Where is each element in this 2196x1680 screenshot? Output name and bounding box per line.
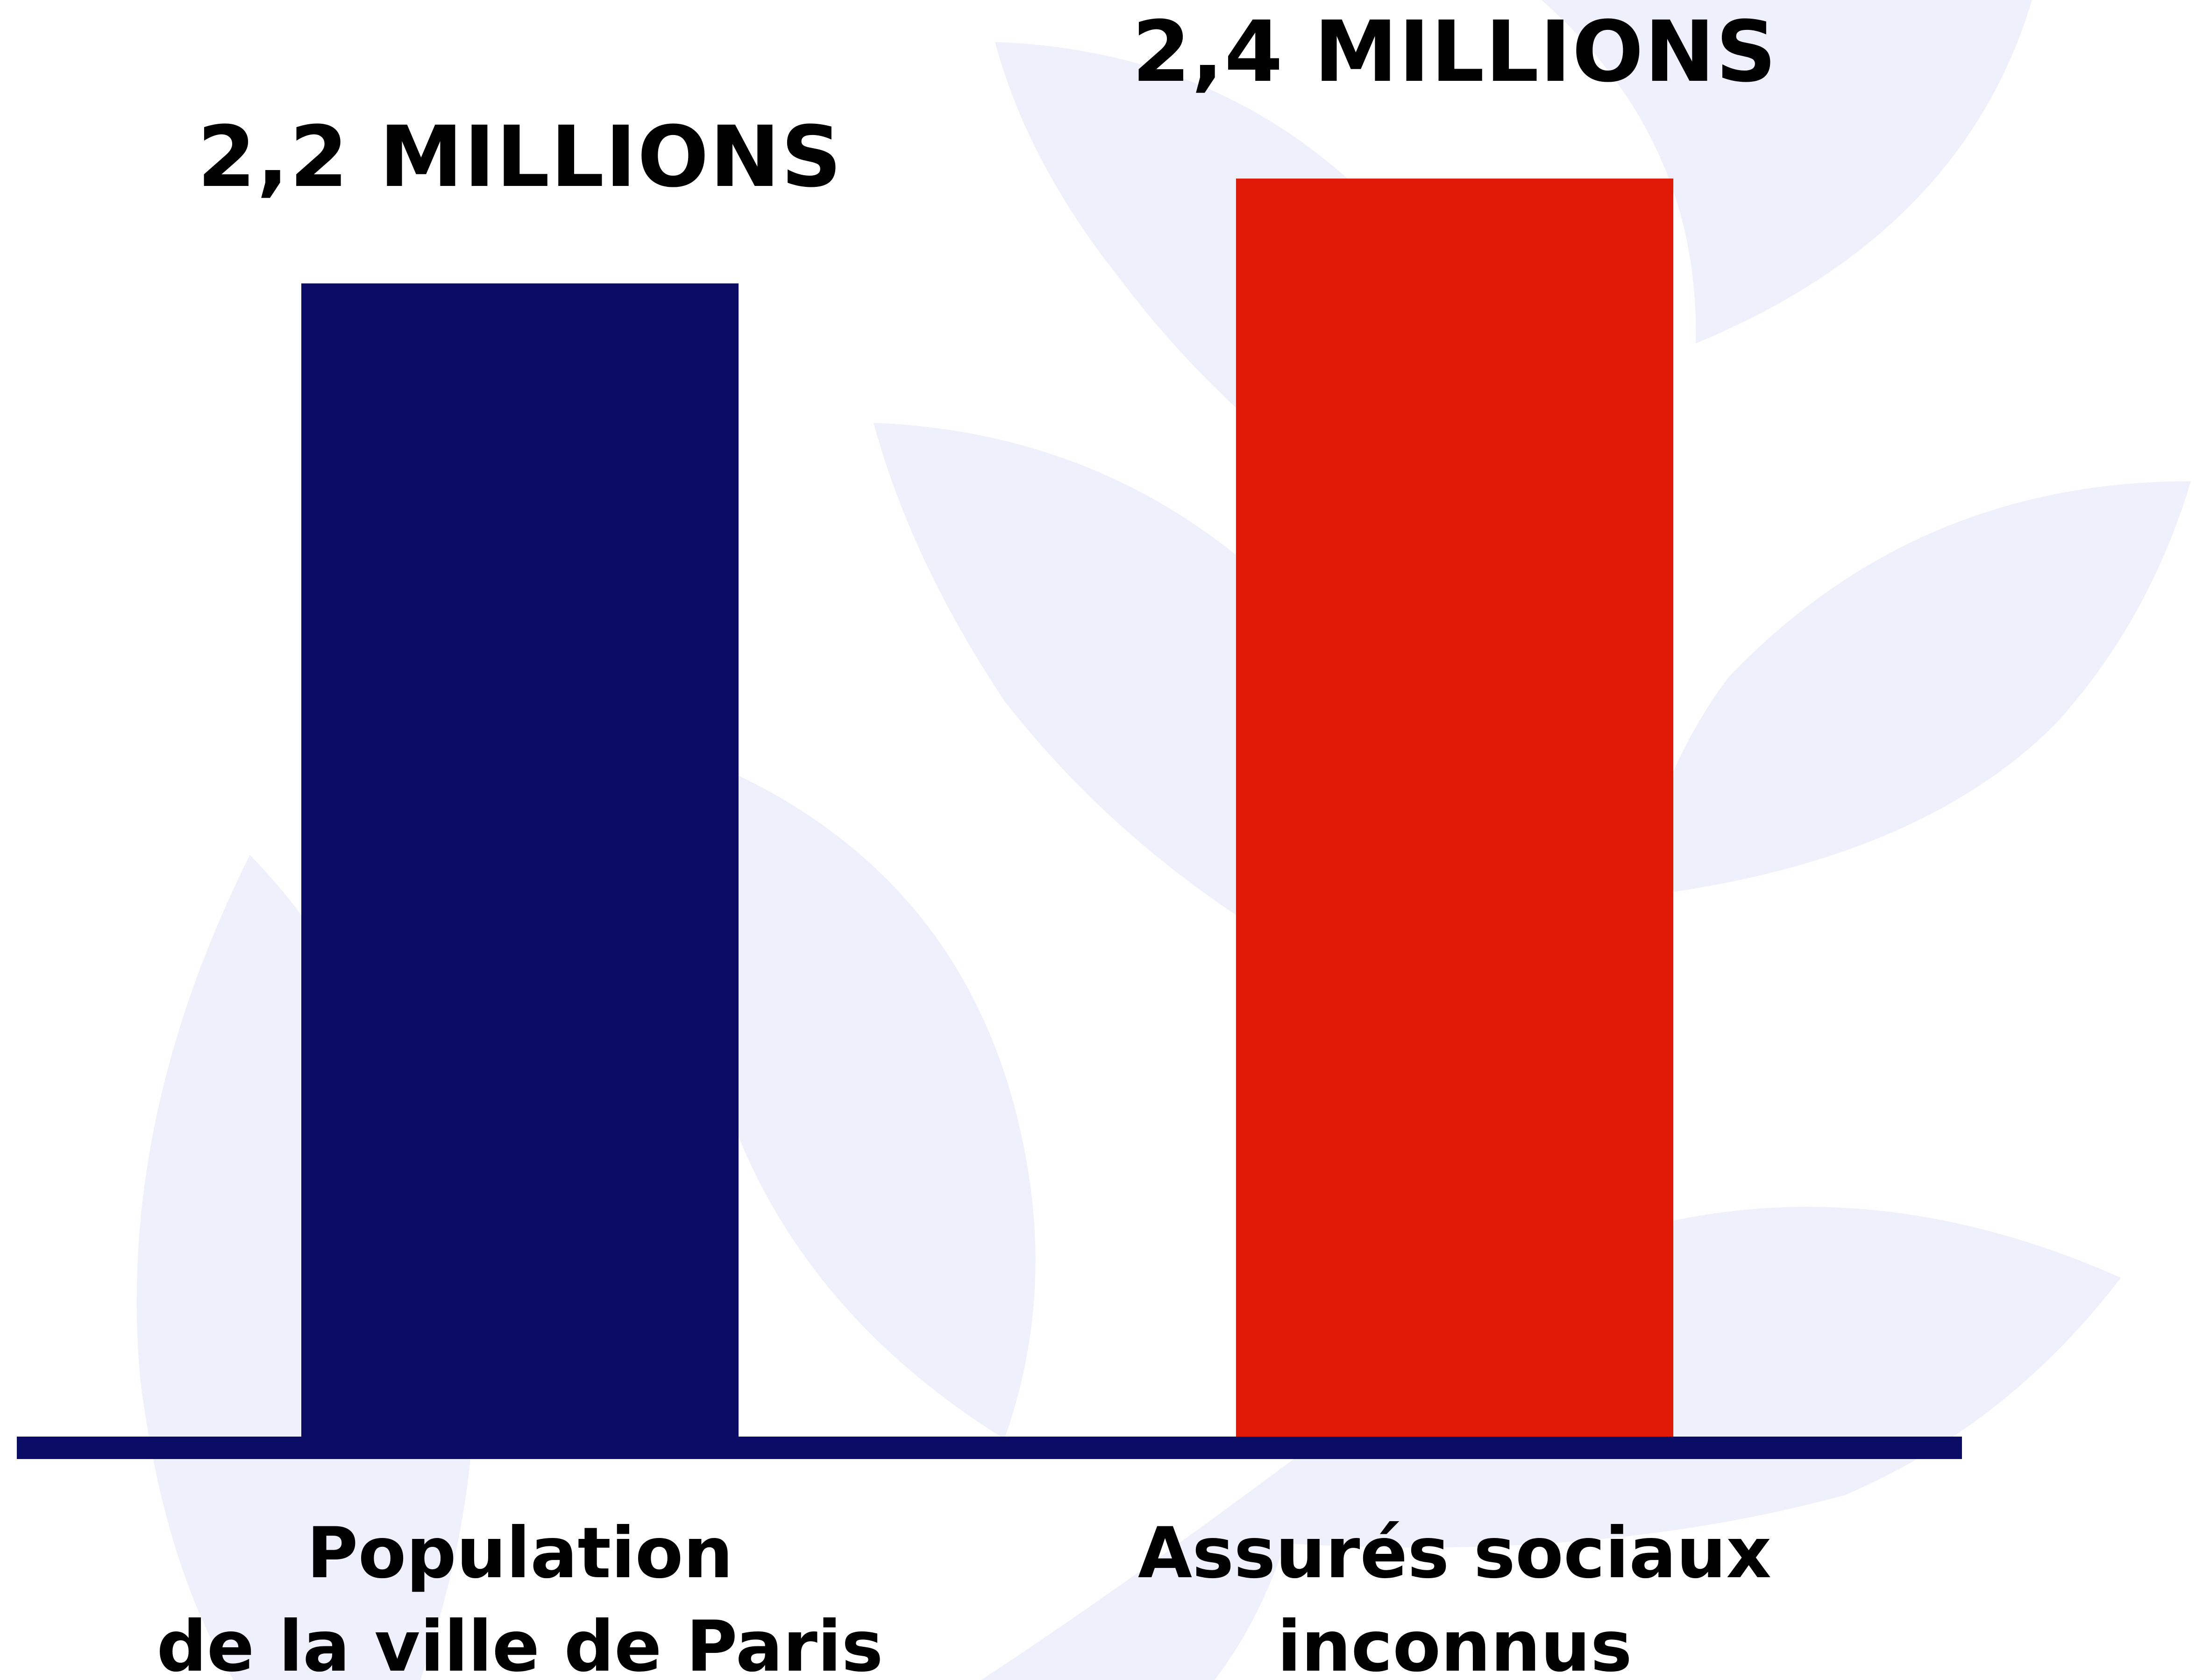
- leaf: [724, 771, 1036, 1439]
- value-label: 2,2 MILLIONS: [197, 108, 843, 206]
- value-label: 2,4 MILLIONS: [1132, 3, 1777, 101]
- bar: [301, 283, 739, 1437]
- baseline: [17, 1437, 1962, 1459]
- leaf: [1542, 0, 2032, 343]
- category-label: Population de la ville de Paris: [156, 1513, 883, 1680]
- category-label: Assurés sociaux inconnus: [1137, 1513, 1772, 1680]
- bar: [1236, 178, 1673, 1437]
- leaf: [1635, 481, 2191, 897]
- leaf: [981, 1448, 1308, 1680]
- leaf: [1261, 1207, 2121, 1548]
